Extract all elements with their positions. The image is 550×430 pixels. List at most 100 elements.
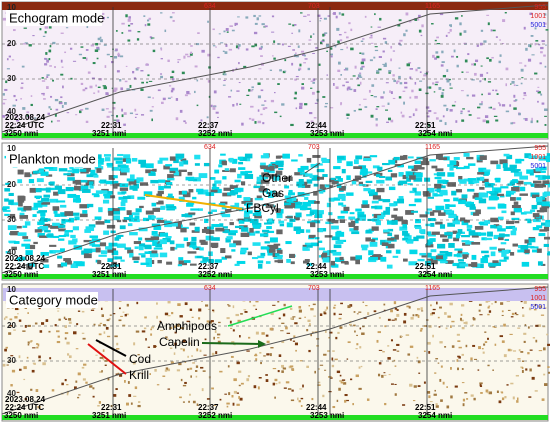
echo-dot: [231, 29, 235, 32]
echo-dot: [212, 107, 216, 110]
class-label: Krill: [129, 368, 149, 382]
echo-dot: [426, 231, 432, 235]
echo-dot: [293, 97, 297, 100]
echo-dot: [108, 175, 115, 180]
echo-dot: [436, 36, 439, 39]
echo-dot: [157, 190, 164, 195]
echo-dot: [326, 306, 329, 310]
echo-dot: [284, 185, 290, 189]
echo-dot: [442, 238, 449, 242]
echo-dot: [310, 333, 312, 337]
echo-dot: [378, 316, 381, 319]
echo-dot: [488, 262, 497, 267]
echo-dot: [133, 342, 136, 346]
echo-dot: [226, 405, 229, 408]
echo-dot: [236, 361, 240, 365]
echo-dot: [499, 39, 501, 41]
echo-dot: [275, 170, 283, 176]
echo-dot: [145, 163, 154, 169]
echo-dot: [46, 234, 54, 238]
echo-dot: [133, 241, 141, 245]
echo-dot: [269, 165, 275, 171]
echo-dot: [509, 83, 512, 85]
echo-dot: [396, 343, 400, 346]
echo-dot: [411, 89, 414, 93]
echo-dot: [151, 223, 161, 227]
echo-dot: [370, 114, 374, 118]
time-label: 22:37: [198, 403, 219, 412]
echo-dot: [517, 358, 521, 360]
echo-dot: [260, 362, 262, 365]
echo-dot: [402, 237, 409, 241]
echo-dot: [241, 201, 246, 204]
echo-dot: [338, 202, 344, 206]
echo-dot: [57, 255, 63, 259]
echo-dot: [443, 104, 447, 107]
top-marker: 703: [308, 285, 320, 292]
echo-dot: [269, 174, 278, 179]
echo-dot: [393, 156, 400, 161]
echo-dot: [326, 202, 331, 208]
echo-dot: [295, 349, 297, 352]
echo-dot: [300, 165, 309, 170]
distance-label: 3253 nmi: [310, 270, 344, 279]
echo-dot: [423, 381, 426, 384]
echo-dot: [119, 374, 123, 377]
echo-dot: [529, 44, 532, 48]
echo-dot: [366, 229, 372, 234]
echo-dot: [53, 191, 59, 196]
echo-dot: [29, 340, 32, 343]
echo-dot: [68, 240, 77, 245]
echo-dot: [175, 117, 179, 121]
echo-dot: [530, 246, 539, 249]
echo-dot: [218, 203, 226, 207]
echo-dot: [80, 109, 84, 111]
echo-dot: [257, 260, 264, 264]
echo-dot: [71, 212, 80, 216]
echo-dot: [461, 220, 469, 226]
echo-dot: [400, 111, 403, 114]
echo-dot: [476, 44, 479, 47]
echo-dot: [455, 167, 465, 170]
echo-dot: [523, 340, 526, 343]
echo-dot: [93, 194, 100, 198]
echo-dot: [295, 202, 302, 205]
echo-dot: [369, 155, 378, 158]
echo-dot: [239, 156, 247, 162]
echo-dot: [238, 43, 241, 47]
echo-dot: [108, 317, 111, 320]
echo-dot: [394, 393, 397, 396]
echo-dot: [146, 19, 150, 22]
echo-dot: [79, 204, 87, 209]
echo-dot: [131, 157, 138, 162]
echo-dot: [377, 166, 383, 171]
echo-dot: [206, 116, 209, 119]
echo-dot: [339, 379, 342, 383]
echo-dot: [61, 382, 64, 386]
echo-dot: [284, 205, 293, 209]
depth-label: 20: [7, 39, 16, 48]
echo-dot: [94, 163, 102, 168]
echo-dot: [72, 263, 77, 268]
echo-dot: [64, 337, 67, 340]
echo-dot: [47, 112, 51, 115]
echo-dot: [311, 242, 319, 247]
echo-dot: [427, 341, 431, 345]
echo-dot: [115, 388, 118, 391]
echo-dot: [263, 153, 269, 156]
echo-dot: [176, 224, 182, 229]
echo-dot: [498, 237, 504, 241]
echo-dot: [138, 243, 146, 248]
echo-dot: [474, 226, 484, 230]
echo-dot: [141, 372, 144, 374]
echo-dot: [326, 50, 328, 53]
echo-dot: [40, 216, 45, 220]
echo-dot: [229, 168, 236, 173]
echo-dot: [426, 208, 433, 211]
echo-dot: [499, 54, 502, 57]
echo-dot: [128, 29, 132, 32]
echo-dot: [333, 83, 335, 86]
echo-dot: [273, 57, 276, 60]
echo-dot: [81, 366, 85, 369]
echo-dot: [436, 43, 441, 45]
